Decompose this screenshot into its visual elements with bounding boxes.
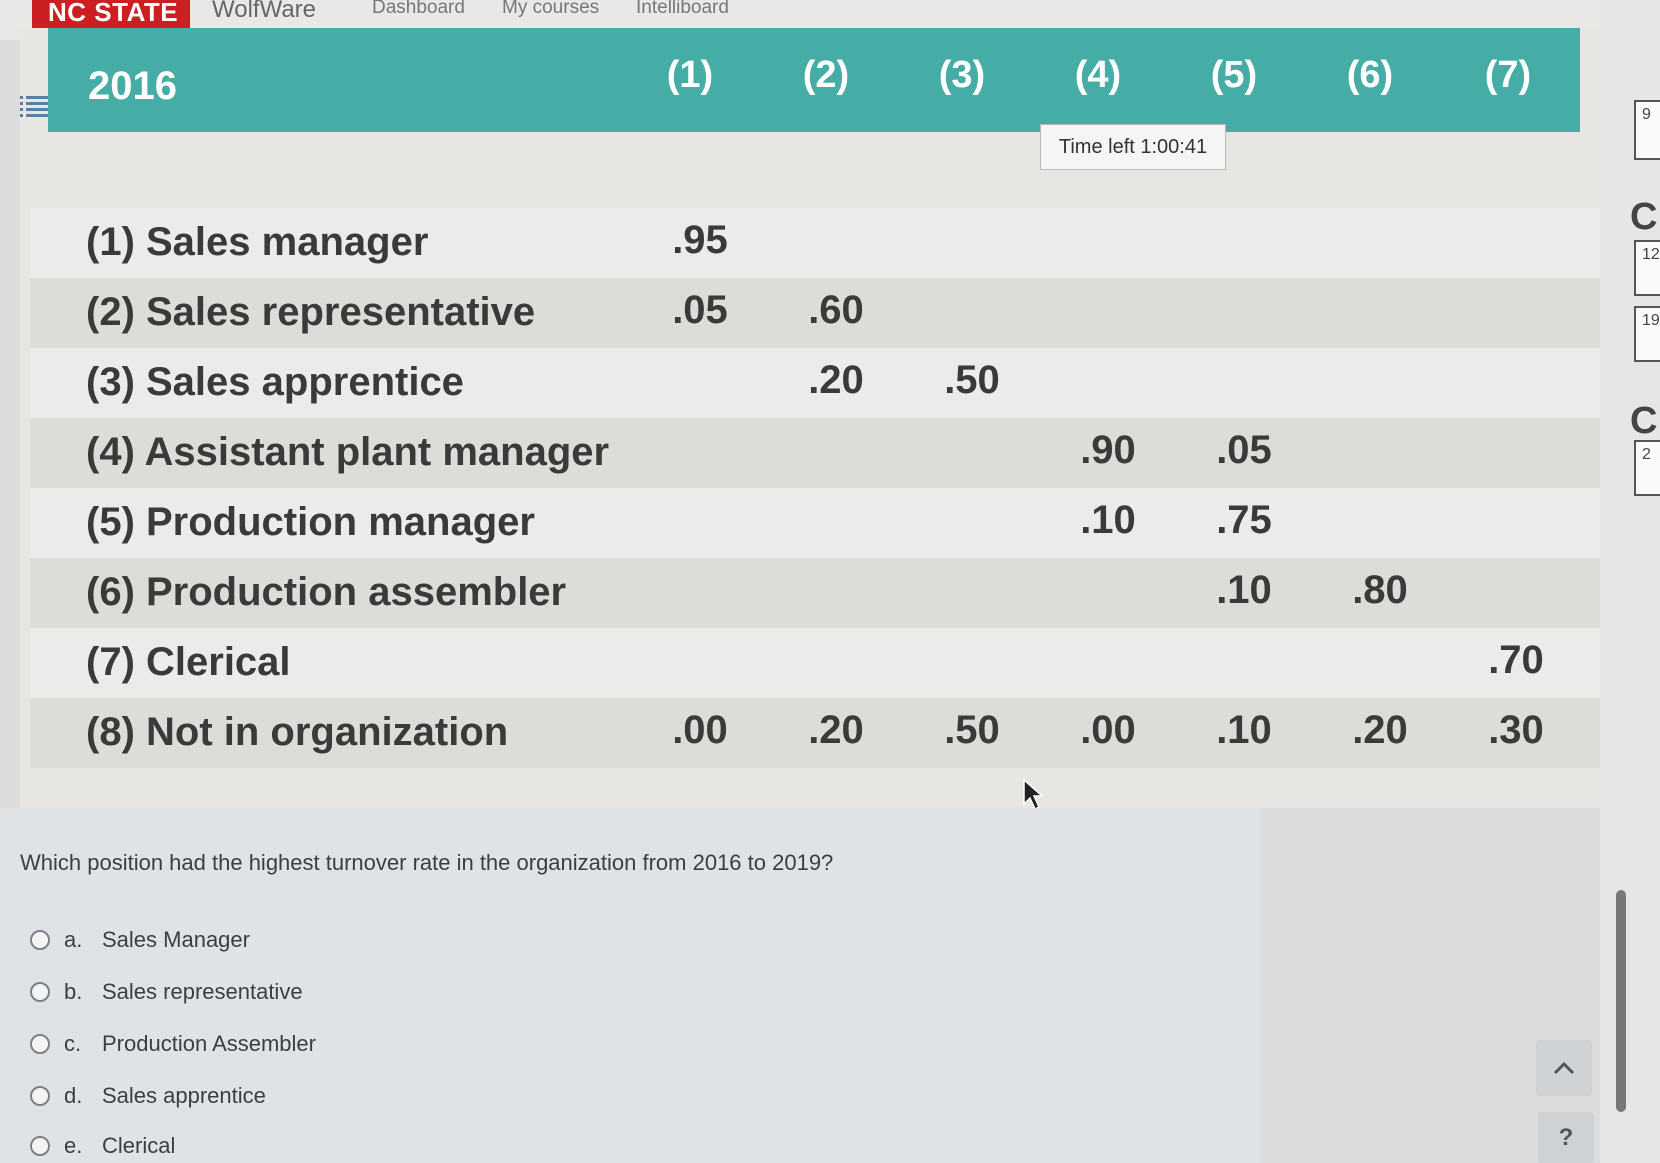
row-label: (5) Production manager	[86, 500, 535, 544]
scroll-to-top-button[interactable]	[1536, 1040, 1592, 1096]
table-cell: .60	[808, 288, 864, 332]
table-cell: .00	[672, 708, 728, 752]
column-header-1: (1)	[666, 54, 714, 96]
table-cell: .75	[1216, 498, 1272, 542]
option-label: Production Assembler	[102, 1031, 316, 1056]
table-row: (1) Sales manager .95	[30, 208, 1600, 278]
table-cell: .70	[1488, 638, 1544, 682]
table-year: 2016	[88, 64, 177, 108]
option-letter: b.	[64, 979, 83, 1004]
answer-option-c[interactable]: c. Production Assembler	[30, 1026, 316, 1062]
radio-button[interactable]	[30, 1086, 50, 1106]
option-letter: c.	[64, 1031, 82, 1056]
table-cell: .10	[1080, 498, 1136, 542]
column-header-7: (7)	[1484, 54, 1532, 96]
table-header: 2016 (1) (2) (3) (4) (5) (6) (7)	[48, 28, 1580, 132]
app-name-link[interactable]: WolfWare	[212, 0, 317, 23]
table-cell: .50	[944, 358, 1000, 402]
column-header-3: (3)	[938, 54, 986, 96]
radio-button[interactable]	[30, 1136, 50, 1156]
quiz-navigation-panel: 9 C 12 19 C 2	[1600, 0, 1660, 1163]
table-row: (5) Production manager .10 .75	[30, 488, 1600, 558]
radio-button[interactable]	[30, 930, 50, 950]
help-button[interactable]: ?	[1538, 1112, 1594, 1163]
answer-option-b[interactable]: b. Sales representative	[30, 974, 303, 1010]
question-number-box[interactable]: 12	[1634, 240, 1660, 296]
table-cell: .20	[808, 358, 864, 402]
option-label: Clerical	[102, 1133, 176, 1158]
table-cell: .05	[1216, 428, 1272, 472]
column-header-5: (5)	[1210, 54, 1258, 96]
table-cell: .30	[1488, 708, 1544, 752]
question-area	[0, 808, 1260, 1163]
chevron-up-icon	[1553, 1061, 1575, 1075]
panel-heading-fragment: C	[1630, 400, 1658, 442]
option-label: Sales apprentice	[102, 1083, 266, 1108]
panel-heading-fragment: C	[1630, 196, 1658, 238]
time-left-badge: Time left 1:00:41	[1040, 124, 1226, 170]
answer-option-d[interactable]: d. Sales apprentice	[30, 1078, 266, 1114]
option-letter: e.	[64, 1133, 83, 1158]
table-cell: .50	[944, 708, 1000, 752]
table-row: (8) Not in organization .00 .20 .50 .00 …	[30, 698, 1600, 768]
option-label: Sales representative	[102, 979, 303, 1004]
row-label: (3) Sales apprentice	[86, 360, 464, 404]
radio-button[interactable]	[30, 1034, 50, 1054]
row-label: (4) Assistant plant manager	[86, 430, 610, 474]
option-letter: a.	[64, 927, 83, 952]
answer-option-e[interactable]: e. Clerical	[30, 1128, 175, 1163]
question-number-box[interactable]: 2	[1634, 440, 1660, 496]
row-label: (8) Not in organization	[86, 710, 509, 754]
answer-option-a[interactable]: a. Sales Manager	[30, 922, 250, 958]
table-cell: .95	[672, 218, 728, 262]
column-header-4: (4)	[1074, 54, 1122, 96]
table-cell: .20	[808, 708, 864, 752]
mouse-cursor-icon	[1023, 778, 1044, 811]
nav-link-my-courses[interactable]: My courses	[502, 0, 600, 18]
radio-button[interactable]	[30, 982, 50, 1002]
table-cell: .10	[1216, 568, 1272, 612]
table-cell: .05	[672, 288, 728, 332]
table-row: (3) Sales apprentice .20 .50	[30, 348, 1600, 418]
nav-link-intelliboard[interactable]: Intelliboard	[636, 0, 729, 18]
row-label: (7) Clerical	[86, 640, 291, 684]
column-header-6: (6)	[1346, 54, 1394, 96]
table-row: (4) Assistant plant manager .90 .05	[30, 418, 1600, 488]
row-label: (2) Sales representative	[86, 290, 536, 334]
table-cell: .20	[1352, 708, 1408, 752]
table-row: (2) Sales representative .05 .60	[30, 278, 1600, 348]
table-cell: .10	[1216, 708, 1272, 752]
question-text: Which position had the highest turnover …	[20, 850, 834, 875]
row-label: (1) Sales manager	[86, 220, 429, 264]
question-number-box[interactable]: 9	[1634, 100, 1660, 160]
nav-link-dashboard[interactable]: Dashboard	[372, 0, 465, 18]
table-cell: .80	[1352, 568, 1408, 612]
table-cell: .00	[1080, 708, 1136, 752]
table-row: (6) Production assembler .10 .80	[30, 558, 1600, 628]
table-row: (7) Clerical .70	[30, 628, 1600, 698]
question-number-box[interactable]: 19	[1634, 306, 1660, 362]
option-label: Sales Manager	[102, 927, 250, 952]
vertical-scrollbar[interactable]	[1616, 890, 1626, 1112]
column-header-2: (2)	[802, 54, 850, 96]
quiz-navigation-icon[interactable]	[18, 90, 50, 122]
option-letter: d.	[64, 1083, 83, 1108]
row-label: (6) Production assembler	[86, 570, 567, 614]
table-cell: .90	[1080, 428, 1136, 472]
